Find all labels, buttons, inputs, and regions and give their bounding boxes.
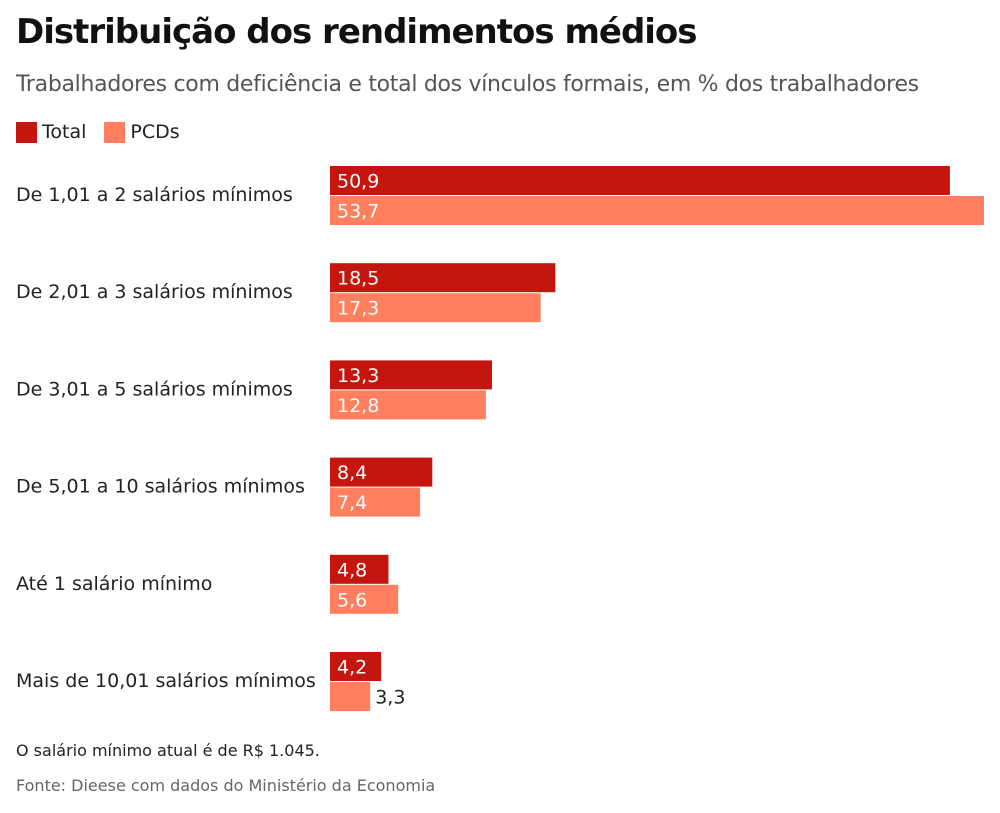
legend: Total PCDs xyxy=(16,121,198,143)
source-note: Fonte: Dieese com dados do Ministério da… xyxy=(16,776,436,795)
category-label: De 3,01 a 5 salários mínimos xyxy=(16,378,293,400)
category-label: Mais de 10,01 salários mínimos xyxy=(16,670,316,692)
legend-item-total: Total xyxy=(16,121,86,143)
data-label: 7,4 xyxy=(337,492,367,514)
data-label: 5,6 xyxy=(337,589,367,611)
bar-total xyxy=(330,360,492,390)
bar-total xyxy=(330,554,389,584)
chart-title: Distribuição dos rendimentos médios xyxy=(16,12,698,52)
legend-label-total: Total xyxy=(42,121,87,143)
footnote: O salário mínimo atual é de R$ 1.045. xyxy=(16,741,320,760)
bar-chart: De 1,01 a 2 salários mínimos 50,9 53,7 De 2… xyxy=(16,166,984,711)
data-label: 8,4 xyxy=(337,462,367,484)
bar-pcds xyxy=(330,682,371,711)
legend-swatch-pcds xyxy=(104,121,126,143)
data-label: 3,3 xyxy=(375,687,405,709)
legend-label-pcds: PCDs xyxy=(130,121,180,143)
bar-pcds xyxy=(330,487,421,517)
data-label: 12,8 xyxy=(337,395,379,417)
legend-swatch-total xyxy=(16,121,37,143)
data-label: 18,5 xyxy=(337,268,379,290)
bar-pcds xyxy=(330,390,486,420)
bar-pcds xyxy=(330,293,541,323)
data-label: 4,8 xyxy=(337,559,367,581)
category-label: De 2,01 a 3 salários mínimos xyxy=(16,281,293,303)
bar-pcds xyxy=(330,196,984,225)
category-label: De 1,01 a 2 salários mínimos xyxy=(16,184,293,206)
bar-total xyxy=(330,652,382,681)
data-label: 4,2 xyxy=(337,657,367,679)
legend-item-pcds: PCDs xyxy=(104,121,180,143)
data-label: 50,9 xyxy=(337,171,379,193)
data-label: 53,7 xyxy=(337,201,379,223)
data-label: 13,3 xyxy=(337,365,379,387)
bar-total xyxy=(330,457,433,487)
bar-total xyxy=(330,166,950,195)
bar-total xyxy=(330,263,556,293)
chart-subtitle: Trabalhadores com deficiência e total do… xyxy=(16,72,919,97)
category-label: Até 1 salário mínimo xyxy=(16,573,212,595)
bar-pcds xyxy=(330,584,399,614)
category-label: De 5,01 a 10 salários mínimos xyxy=(16,476,305,498)
data-label: 17,3 xyxy=(337,298,379,320)
